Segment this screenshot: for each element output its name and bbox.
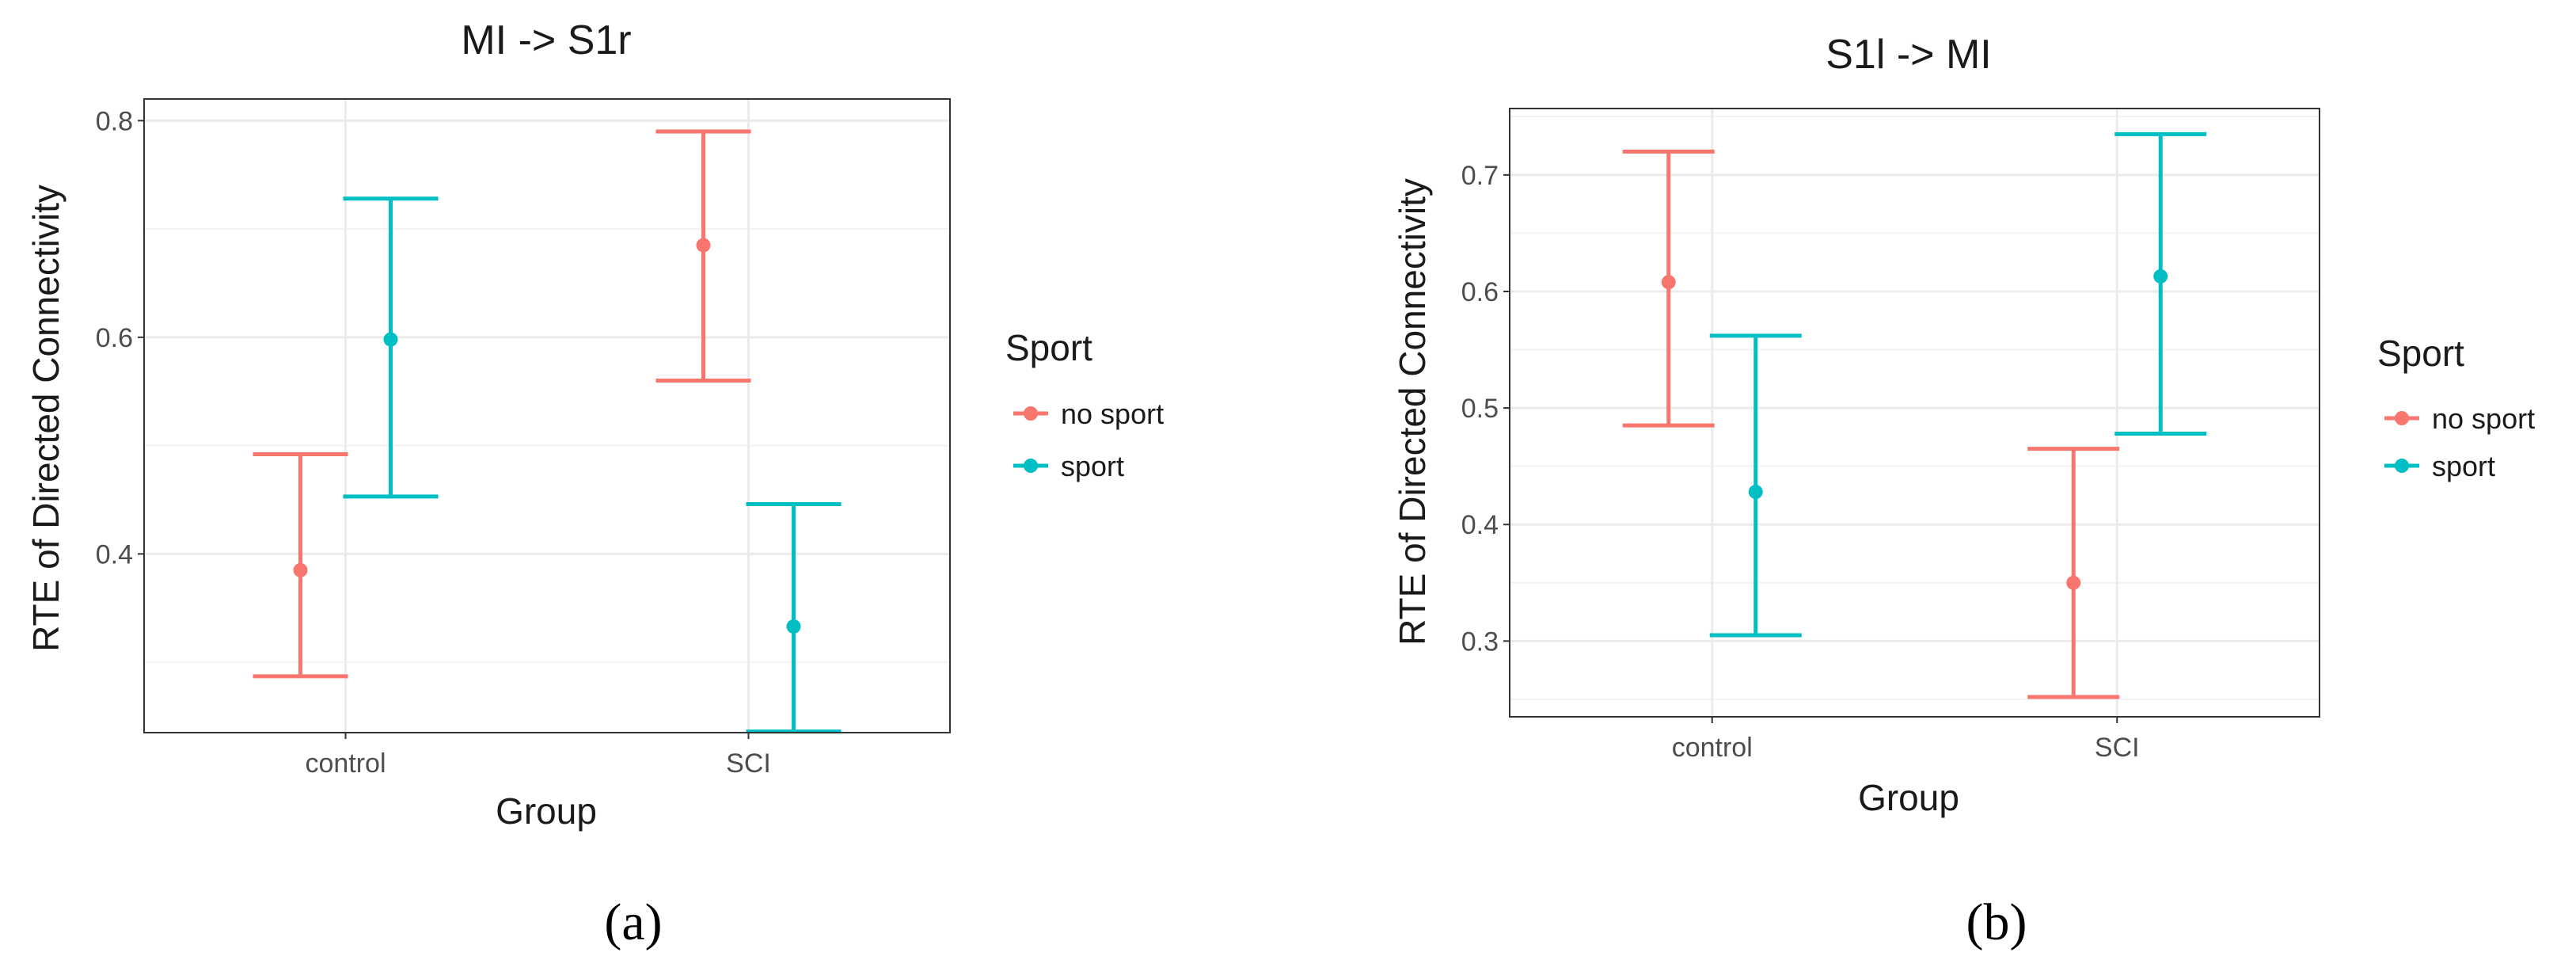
x-axis-title: Group [1858,777,1959,818]
series-sport [1709,131,2207,638]
y-tick-label: 0.7 [1461,161,1499,191]
legend: Sport no sport sport [2377,333,2535,482]
y-axis-title: RTE of Directed Connectivity [1392,178,1433,646]
mean-point [1748,485,1763,500]
chart-panel-a: 0.4 0.6 0.8 control SCI MI -> S1r RTE of Dir… [25,17,951,951]
mean-point [786,619,801,634]
legend-label-no-sport: no sport [2432,402,2535,435]
legend-title: Sport [1005,327,1092,368]
legend: Sport no sport sport [1005,327,1164,482]
legend-key-point-no-sport [1024,406,1038,421]
legend-item-no-sport: no sport [1013,398,1164,430]
mean-point [293,562,308,577]
legend-key-point-sport [1024,459,1038,473]
y-tick-label: 0.6 [1461,277,1499,307]
panel-caption: (b) [1966,893,2027,951]
x-tick-label: SCI [726,748,771,779]
panel-border [143,98,951,733]
plot-area: 0.3 0.4 0.5 0.6 0.7 control SCI [1461,108,2320,763]
y-tick-label: 0.4 [96,539,133,569]
x-tick-label: SCI [2095,733,2140,763]
series-sport [343,196,842,734]
legend-label-no-sport: no sport [1061,398,1164,430]
legend-label-sport: sport [2432,450,2495,482]
mean-point [1661,275,1676,290]
y-tick-label: 0.8 [96,106,133,136]
chart-panel-b: 0.3 0.4 0.5 0.6 0.7 control SCI S1l -> MI RTE … [1392,32,2320,951]
chart-title: MI -> S1r [461,17,631,63]
series-no-sport [1622,149,2120,699]
chart-title: S1l -> MI [1826,32,1992,78]
panel-caption: (a) [604,893,662,951]
mean-point [2153,269,2168,284]
x-axis-title: Group [496,790,597,832]
legend-label-sport: sport [1061,450,1124,482]
y-axis-title: RTE of Directed Connectivity [25,185,66,652]
mean-point [696,238,711,253]
y-tick-label: 0.6 [96,323,133,353]
y-tick-label: 0.5 [1461,394,1499,424]
y-tick-label: 0.4 [1461,510,1499,540]
x-tick-label: control [305,748,386,779]
series-no-sport [253,129,751,679]
legend-key-point-no-sport [2395,411,2409,425]
legend-item-sport: sport [2384,450,2495,482]
legend-item-sport: sport [1013,450,1124,482]
plot-area: 0.4 0.6 0.8 control SCI [96,98,951,779]
legend-key-point-sport [2395,459,2409,473]
panel-border [1509,108,2320,718]
legend-item-no-sport: no sport [2384,402,2535,435]
x-tick-label: control [1672,733,1753,763]
mean-point [383,332,398,347]
mean-point [2066,575,2081,590]
legend-title: Sport [2377,333,2464,374]
y-tick-label: 0.3 [1461,627,1499,657]
